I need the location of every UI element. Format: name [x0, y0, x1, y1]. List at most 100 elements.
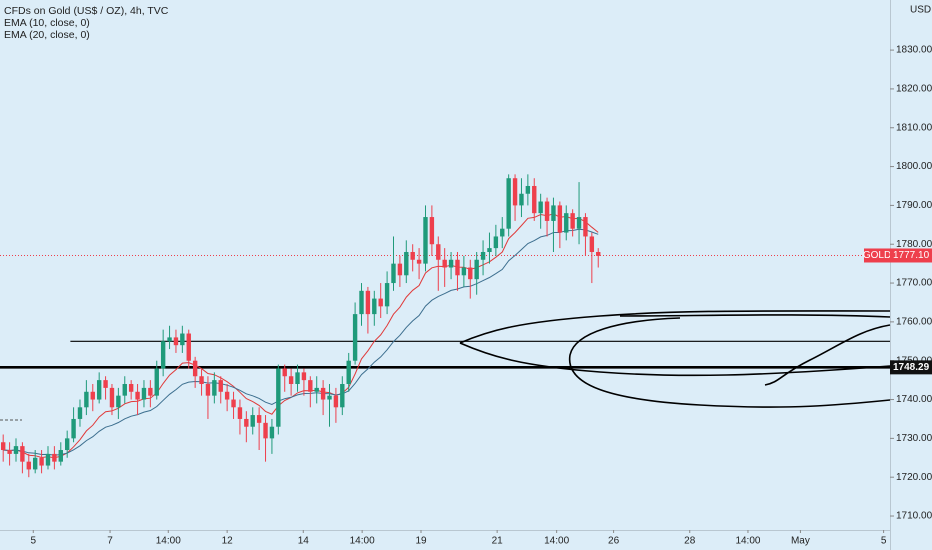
chart-title: CFDs on Gold (US$ / OZ), 4h, TVC: [4, 5, 169, 17]
candle-body: [583, 217, 588, 237]
candle-body: [333, 395, 339, 408]
price-label: 1777.10: [893, 250, 930, 261]
x-tick-label: 21: [492, 536, 504, 547]
candle-body: [288, 376, 294, 385]
candle-body: [212, 380, 217, 396]
candle-body: [90, 391, 95, 400]
candle-body: [551, 205, 556, 221]
y-tick-label: 1720.00: [896, 472, 932, 483]
y-tick-label: 1800.00: [896, 161, 932, 172]
y-tick-label: 1730.00: [896, 433, 932, 444]
candle-body: [256, 415, 262, 423]
candle-body: [269, 426, 275, 439]
candle-body: [32, 457, 38, 470]
candle-body: [532, 185, 537, 214]
candle-body: [295, 372, 300, 385]
candle-body: [13, 446, 19, 454]
candle-body: [404, 251, 409, 276]
candle-body: [250, 415, 255, 427]
candle-body: [512, 178, 518, 206]
candle-body: [487, 248, 492, 252]
candle-body: [327, 395, 332, 400]
candle-body: [320, 387, 326, 400]
candle-body: [372, 298, 377, 315]
y-tick-label: 1740.00: [896, 394, 932, 405]
candle-body: [576, 217, 582, 229]
x-tick-label: May: [791, 536, 810, 547]
drawing-curve: [459, 310, 891, 344]
candle-body: [39, 457, 44, 466]
candle-body: [506, 178, 511, 229]
x-tick-label: 14:00: [350, 536, 375, 547]
x-tick-label: 28: [684, 536, 696, 547]
candle-body: [173, 337, 179, 346]
candle-body: [205, 384, 211, 396]
candle-body: [301, 372, 307, 381]
candle-body: [468, 267, 473, 280]
candle-body: [359, 290, 364, 315]
candle-body: [96, 380, 102, 400]
x-tick-label: 14:00: [735, 536, 760, 547]
candle-body: [596, 251, 601, 256]
candle-body: [0, 442, 6, 451]
candle-body: [423, 217, 428, 264]
candle-body: [429, 217, 435, 245]
y-tick-label: 1770.00: [896, 278, 932, 289]
candle-body: [493, 236, 499, 249]
y-tick-label: 1810.00: [896, 122, 932, 133]
candle-body: [109, 387, 115, 408]
candle-body: [455, 259, 460, 276]
candle-body: [199, 376, 204, 385]
candle-body: [436, 244, 441, 260]
candle-body: [263, 422, 268, 439]
candle-body: [282, 368, 287, 377]
candle-body: [340, 384, 345, 408]
x-tick-label: 14: [298, 536, 310, 547]
candle-body: [160, 341, 166, 369]
y-tick-label: 1710.00: [896, 511, 932, 522]
candle-body: [346, 360, 351, 385]
y-tick-label: 1760.00: [896, 317, 932, 328]
candle-body: [410, 251, 415, 260]
candle-body: [448, 259, 454, 268]
candle-body: [128, 384, 134, 392]
candle-body: [538, 201, 543, 214]
candle-body: [557, 205, 563, 233]
candle-body: [52, 453, 57, 462]
candle-body: [135, 391, 140, 400]
candle-body: [7, 450, 12, 454]
candle-body: [384, 283, 390, 307]
ema-line: [3, 213, 599, 459]
candle-body: [525, 185, 531, 194]
candle-body: [64, 438, 70, 451]
candle-body: [71, 418, 76, 439]
candle-body: [480, 251, 486, 260]
candle-body: [26, 461, 31, 470]
candle-body: [474, 259, 479, 280]
candle-body: [77, 407, 83, 419]
freehand-drawing: [459, 310, 891, 408]
candle-body: [352, 314, 358, 361]
candle-body: [20, 446, 25, 462]
candle-body: [378, 298, 383, 307]
drawing-curve: [459, 342, 891, 377]
candle-body: [365, 290, 371, 315]
price-label-box: [890, 248, 932, 263]
candle-body: [461, 267, 467, 276]
x-tick-label: 19: [415, 536, 427, 547]
candle-body: [141, 387, 147, 400]
price-label-box: [890, 360, 932, 375]
indicator-label: EMA (20, close, 0): [4, 29, 90, 41]
candle-body: [231, 399, 236, 408]
candle-body: [416, 259, 422, 264]
ema-line: [3, 228, 599, 456]
symbol-box: [864, 248, 890, 263]
x-tick-label: 12: [222, 536, 234, 547]
candle-body: [276, 368, 281, 427]
candle-body: [218, 380, 223, 392]
y-tick-label: 1780.00: [896, 239, 932, 250]
candle-body: [442, 259, 447, 268]
symbol-label: GOLD: [863, 250, 891, 261]
x-tick-label: 26: [608, 536, 620, 547]
candle-body: [237, 407, 243, 419]
